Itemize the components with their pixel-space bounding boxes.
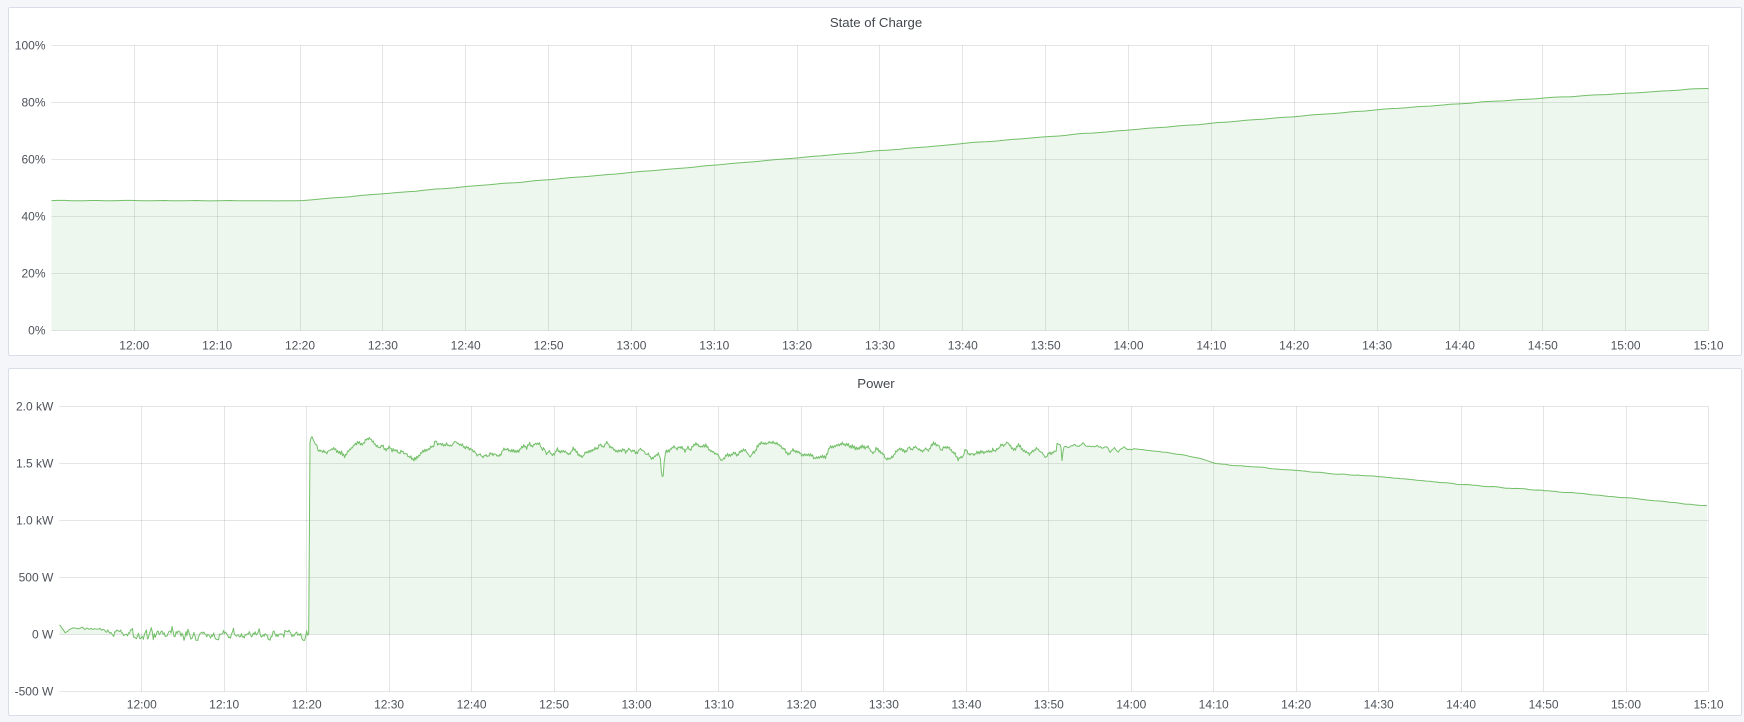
svg-text:12:00: 12:00	[119, 338, 149, 352]
svg-text:13:50: 13:50	[1031, 338, 1061, 352]
svg-text:20%: 20%	[21, 267, 45, 281]
svg-text:15:10: 15:10	[1693, 338, 1723, 352]
svg-text:12:50: 12:50	[539, 698, 569, 712]
svg-text:80%: 80%	[21, 96, 45, 110]
svg-text:Power: Power	[857, 376, 895, 391]
svg-text:12:00: 12:00	[127, 698, 157, 712]
svg-text:-500 W: -500 W	[15, 685, 54, 699]
svg-text:13:20: 13:20	[782, 338, 812, 352]
svg-text:0%: 0%	[28, 324, 46, 338]
svg-text:14:30: 14:30	[1364, 698, 1394, 712]
svg-text:12:30: 12:30	[368, 338, 398, 352]
svg-text:100%: 100%	[15, 39, 46, 53]
svg-text:13:20: 13:20	[786, 698, 816, 712]
svg-text:14:00: 14:00	[1113, 338, 1143, 352]
svg-text:13:40: 13:40	[948, 338, 978, 352]
svg-text:13:50: 13:50	[1034, 698, 1064, 712]
svg-text:14:50: 14:50	[1528, 338, 1558, 352]
svg-text:12:20: 12:20	[292, 698, 322, 712]
svg-text:14:00: 14:00	[1116, 698, 1146, 712]
svg-text:12:30: 12:30	[374, 698, 404, 712]
svg-text:13:10: 13:10	[704, 698, 734, 712]
svg-text:15:10: 15:10	[1693, 698, 1723, 712]
svg-text:14:40: 14:40	[1445, 338, 1475, 352]
svg-text:14:10: 14:10	[1196, 338, 1226, 352]
svg-text:State of Charge: State of Charge	[830, 15, 922, 30]
svg-text:15:00: 15:00	[1611, 698, 1641, 712]
svg-text:0 W: 0 W	[32, 628, 54, 642]
svg-text:14:10: 14:10	[1199, 698, 1229, 712]
svg-text:1.0 kW: 1.0 kW	[16, 514, 54, 528]
svg-text:14:30: 14:30	[1362, 338, 1392, 352]
svg-text:13:30: 13:30	[869, 698, 899, 712]
svg-text:14:50: 14:50	[1529, 698, 1559, 712]
svg-text:12:10: 12:10	[209, 698, 239, 712]
svg-text:14:20: 14:20	[1279, 338, 1309, 352]
svg-text:40%: 40%	[21, 210, 45, 224]
svg-text:12:40: 12:40	[451, 338, 481, 352]
svg-text:13:40: 13:40	[951, 698, 981, 712]
svg-text:500 W: 500 W	[19, 571, 54, 585]
svg-text:13:00: 13:00	[621, 698, 651, 712]
svg-text:12:50: 12:50	[534, 338, 564, 352]
svg-text:13:10: 13:10	[699, 338, 729, 352]
svg-text:2.0 kW: 2.0 kW	[16, 400, 54, 414]
svg-text:12:10: 12:10	[202, 338, 232, 352]
svg-text:12:40: 12:40	[457, 698, 487, 712]
svg-text:13:00: 13:00	[616, 338, 646, 352]
svg-text:15:00: 15:00	[1611, 338, 1641, 352]
svg-text:60%: 60%	[21, 153, 45, 167]
svg-text:1.5 kW: 1.5 kW	[16, 457, 54, 471]
svg-text:13:30: 13:30	[865, 338, 895, 352]
svg-text:12:20: 12:20	[285, 338, 315, 352]
svg-text:14:20: 14:20	[1281, 698, 1311, 712]
svg-text:14:40: 14:40	[1446, 698, 1476, 712]
